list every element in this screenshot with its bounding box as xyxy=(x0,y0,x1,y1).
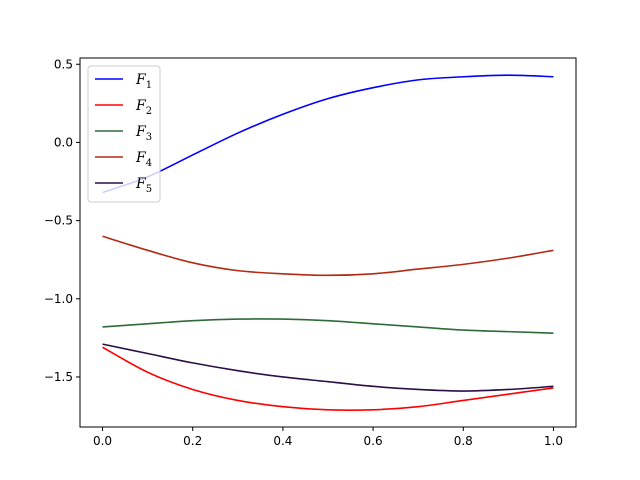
series-line-4 xyxy=(102,235,554,277)
legend-label-base: F xyxy=(135,150,147,166)
legend-label-4: F4 xyxy=(135,150,152,169)
legend-label-base: F xyxy=(135,176,147,192)
legend-label-subscript: 2 xyxy=(146,106,152,117)
y-axis: 0.5 0.0 −0.5 −1.0 −1.5 xyxy=(44,57,80,384)
series-line-1 xyxy=(102,74,554,194)
legend-label-2: F2 xyxy=(135,98,152,117)
legend-label-subscript: 4 xyxy=(146,158,152,169)
y-tick-label: 0.0 xyxy=(54,135,73,149)
legend-label-base: F xyxy=(135,124,147,140)
legend-label-1: F1 xyxy=(135,72,152,91)
series-line-3 xyxy=(102,318,554,334)
legend-label-subscript: 1 xyxy=(146,80,152,91)
legend-label-subscript: 5 xyxy=(146,184,152,195)
x-tick-label: 1.0 xyxy=(544,434,563,448)
legend-box xyxy=(87,65,161,203)
y-tick-label: 0.5 xyxy=(54,57,73,71)
series-layer xyxy=(102,74,554,411)
legend-label-base: F xyxy=(135,72,147,88)
series-line-5 xyxy=(102,343,554,392)
legend-label-base: F xyxy=(135,98,147,114)
plot-frame xyxy=(79,57,577,428)
y-tick-label: −1.5 xyxy=(44,370,73,384)
x-tick-label: 0.8 xyxy=(454,434,473,448)
x-axis: 0.0 0.2 0.4 0.6 0.8 1.0 xyxy=(93,427,563,448)
y-tick-label: −0.5 xyxy=(44,214,73,228)
legend-label-subscript: 3 xyxy=(146,132,152,143)
x-tick-label: 0.6 xyxy=(364,434,383,448)
legend-label-5: F5 xyxy=(135,176,152,195)
y-tick-label: −1.0 xyxy=(44,292,73,306)
x-tick-label: 0.2 xyxy=(183,434,202,448)
legend-label-3: F3 xyxy=(135,124,152,143)
x-tick-label: 0.4 xyxy=(273,434,292,448)
x-tick-label: 0.0 xyxy=(93,434,112,448)
series-line-2 xyxy=(102,346,554,411)
